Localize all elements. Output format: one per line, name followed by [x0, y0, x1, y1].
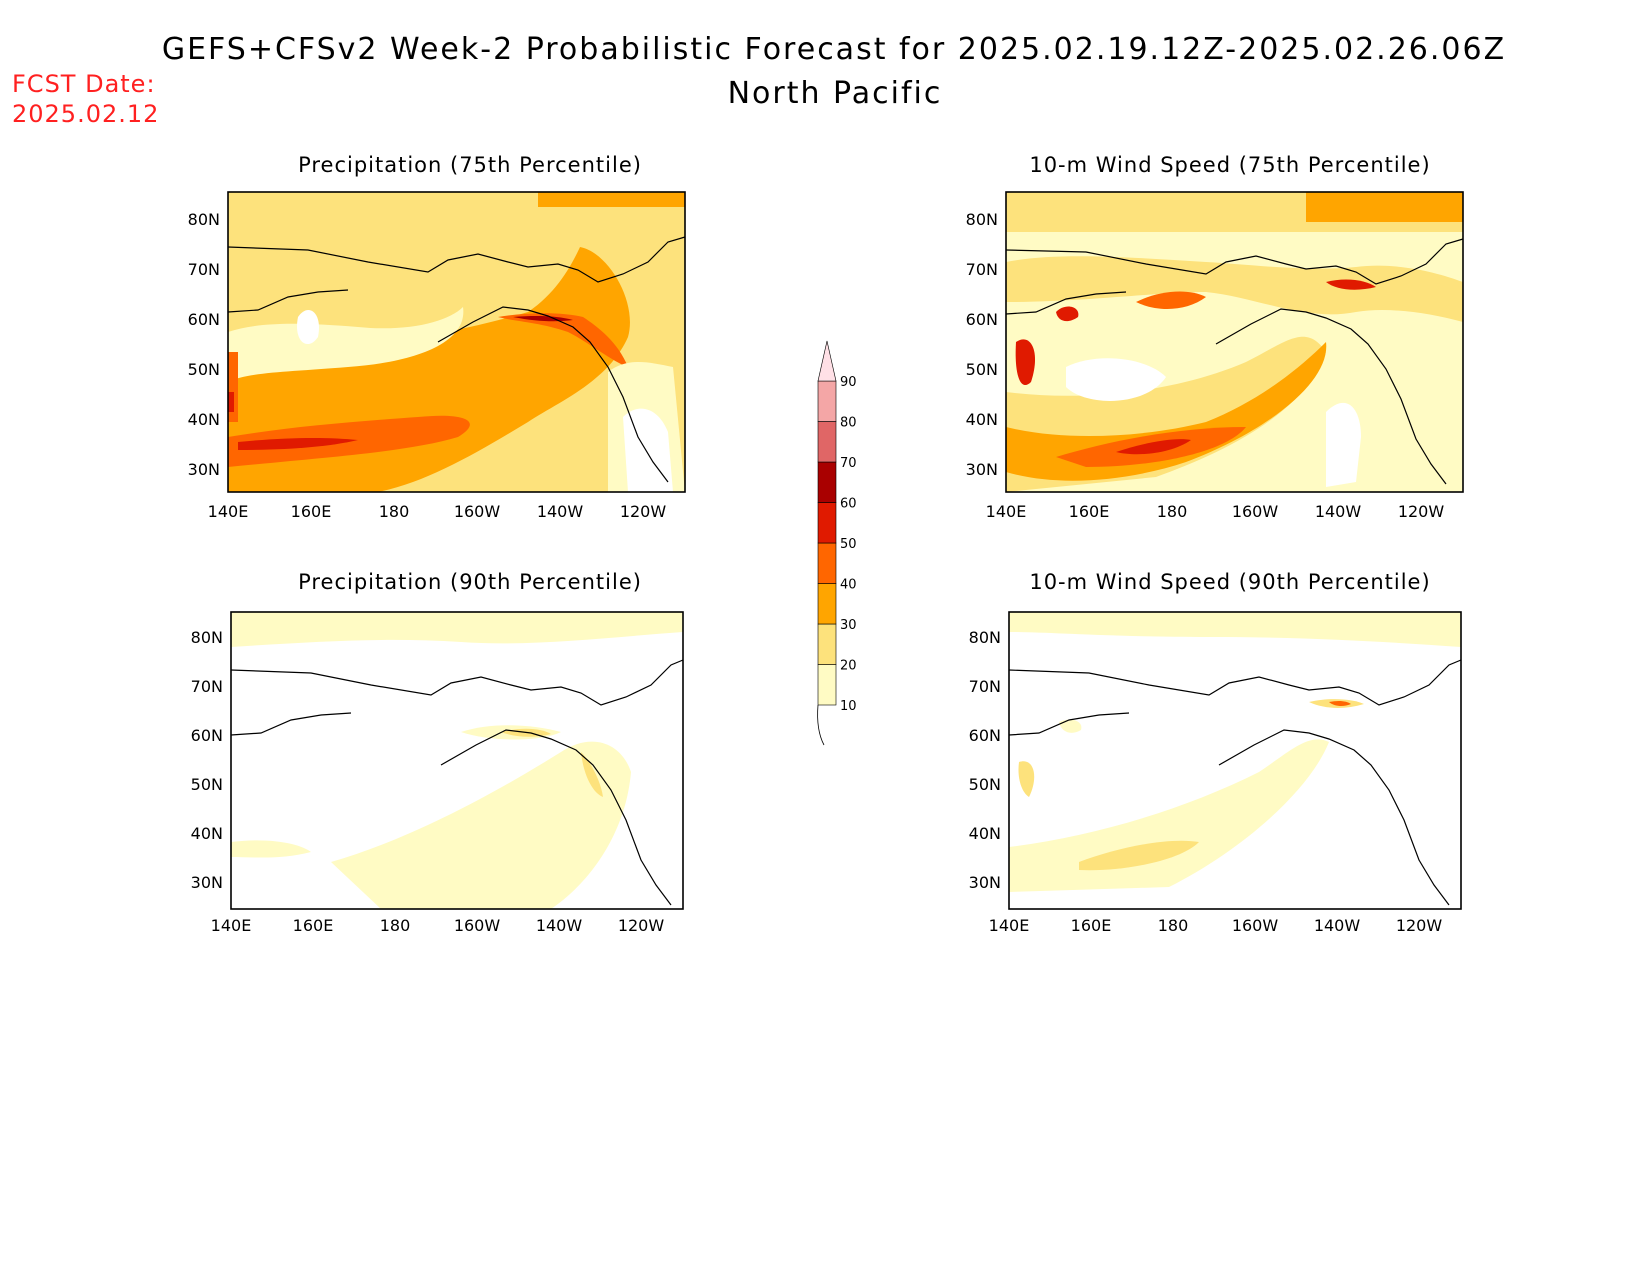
- lon-tick-180: 180: [1157, 502, 1188, 521]
- panel-title-wind90: 10-m Wind Speed (90th Percentile): [1029, 570, 1430, 594]
- map-region-subtitle: North Pacific: [727, 76, 943, 111]
- colorbar-label-80: 80: [840, 416, 857, 431]
- forecast-date-label: FCST Date:: [12, 70, 156, 98]
- lat-tick-50N: 50N: [969, 775, 1001, 794]
- lat-tick-50N: 50N: [188, 360, 220, 379]
- lon-tick-140E: 140E: [989, 916, 1030, 935]
- lat-tick-30N: 30N: [191, 873, 223, 892]
- colorbar-box-6: [817, 421, 837, 463]
- lon-tick-120W: 120W: [620, 502, 667, 521]
- lon-tick-120W: 120W: [1396, 916, 1443, 935]
- panel-title-wind75: 10-m Wind Speed (75th Percentile): [1029, 153, 1430, 177]
- lat-tick-60N: 60N: [969, 726, 1001, 745]
- lat-tick-40N: 40N: [969, 824, 1001, 843]
- lon-tick-140W: 140W: [1315, 502, 1362, 521]
- lon-tick-160W: 160W: [1232, 916, 1279, 935]
- lat-tick-80N: 80N: [966, 210, 998, 229]
- lon-tick-160W: 160W: [1232, 502, 1279, 521]
- lat-tick-70N: 70N: [969, 677, 1001, 696]
- lon-tick-180: 180: [1158, 916, 1189, 935]
- lat-tick-70N: 70N: [188, 260, 220, 279]
- panel-title-precip75: Precipitation (75th Percentile): [298, 153, 642, 177]
- lat-tick-60N: 60N: [966, 310, 998, 329]
- panel-precip90: Precipitation (90th Percentile) 80N 70N …: [191, 570, 684, 935]
- colorbar-box-2: [817, 583, 837, 625]
- lon-tick-140E: 140E: [211, 916, 252, 935]
- lon-tick-160E: 160E: [293, 916, 334, 935]
- colorbar-box-3: [817, 542, 837, 584]
- lon-tick-140W: 140W: [1314, 916, 1361, 935]
- lon-tick-160W: 160W: [454, 502, 501, 521]
- colorbar-label-90: 90: [840, 375, 857, 390]
- lon-tick-180: 180: [379, 502, 410, 521]
- lat-tick-70N: 70N: [191, 677, 223, 696]
- lon-tick-160E: 160E: [1069, 502, 1110, 521]
- panel-precip75: Precipitation (75th Percentile) 80N 70N …: [188, 153, 686, 521]
- panel-title-precip90: Precipitation (90th Percentile): [298, 570, 642, 594]
- colorbar-label-40: 40: [840, 578, 857, 593]
- lat-tick-80N: 80N: [188, 210, 220, 229]
- colorbar-boxes: [817, 340, 837, 746]
- lat-tick-30N: 30N: [969, 873, 1001, 892]
- lon-tick-120W: 120W: [618, 916, 665, 935]
- lat-tick-70N: 70N: [966, 260, 998, 279]
- lon-tick-140W: 140W: [537, 502, 584, 521]
- colorbar-top-cap: [817, 340, 837, 382]
- colorbar-label-30: 30: [840, 618, 857, 633]
- colorbar-labels: 10 20 30 40 50 60 70 80 90: [840, 375, 857, 714]
- colorbar-label-70: 70: [840, 456, 857, 471]
- lat-tick-80N: 80N: [191, 628, 223, 647]
- colorbar-label-20: 20: [840, 659, 857, 674]
- lat-tick-50N: 50N: [966, 360, 998, 379]
- main-title: GEFS+CFSv2 Week-2 Probabilistic Forecast…: [161, 32, 1507, 67]
- colorbar: 10 20 30 40 50 60 70 80 90: [817, 340, 857, 746]
- lat-tick-30N: 30N: [966, 460, 998, 479]
- colorbar-box-7: [817, 380, 837, 422]
- colorbar-box-5: [817, 461, 837, 503]
- lat-tick-60N: 60N: [188, 310, 220, 329]
- lon-tick-180: 180: [380, 916, 411, 935]
- panel-wind75: 10-m Wind Speed (75th Percentile) 80N 70…: [966, 153, 1464, 521]
- lon-tick-140W: 140W: [536, 916, 583, 935]
- lon-tick-160E: 160E: [1071, 916, 1112, 935]
- lat-tick-30N: 30N: [188, 460, 220, 479]
- lon-tick-160E: 160E: [291, 502, 332, 521]
- lat-tick-80N: 80N: [969, 628, 1001, 647]
- colorbar-label-10: 10: [840, 699, 857, 714]
- colorbar-label-60: 60: [840, 497, 857, 512]
- lon-tick-140E: 140E: [986, 502, 1027, 521]
- forecast-date-value: 2025.02.12: [12, 100, 160, 128]
- lat-tick-40N: 40N: [188, 410, 220, 429]
- lon-tick-160W: 160W: [454, 916, 501, 935]
- lat-tick-40N: 40N: [191, 824, 223, 843]
- lat-tick-40N: 40N: [966, 410, 998, 429]
- lon-tick-120W: 120W: [1398, 502, 1445, 521]
- colorbar-bottom-cap: [817, 704, 825, 746]
- colorbar-box-4: [817, 502, 837, 544]
- colorbar-box-0: [817, 664, 837, 706]
- colorbar-box-1: [817, 623, 837, 665]
- colorbar-label-50: 50: [840, 537, 857, 552]
- lat-tick-50N: 50N: [191, 775, 223, 794]
- panel-wind90: 10-m Wind Speed (90th Percentile) 80N 70…: [969, 570, 1462, 935]
- lat-tick-60N: 60N: [191, 726, 223, 745]
- lon-tick-140E: 140E: [208, 502, 249, 521]
